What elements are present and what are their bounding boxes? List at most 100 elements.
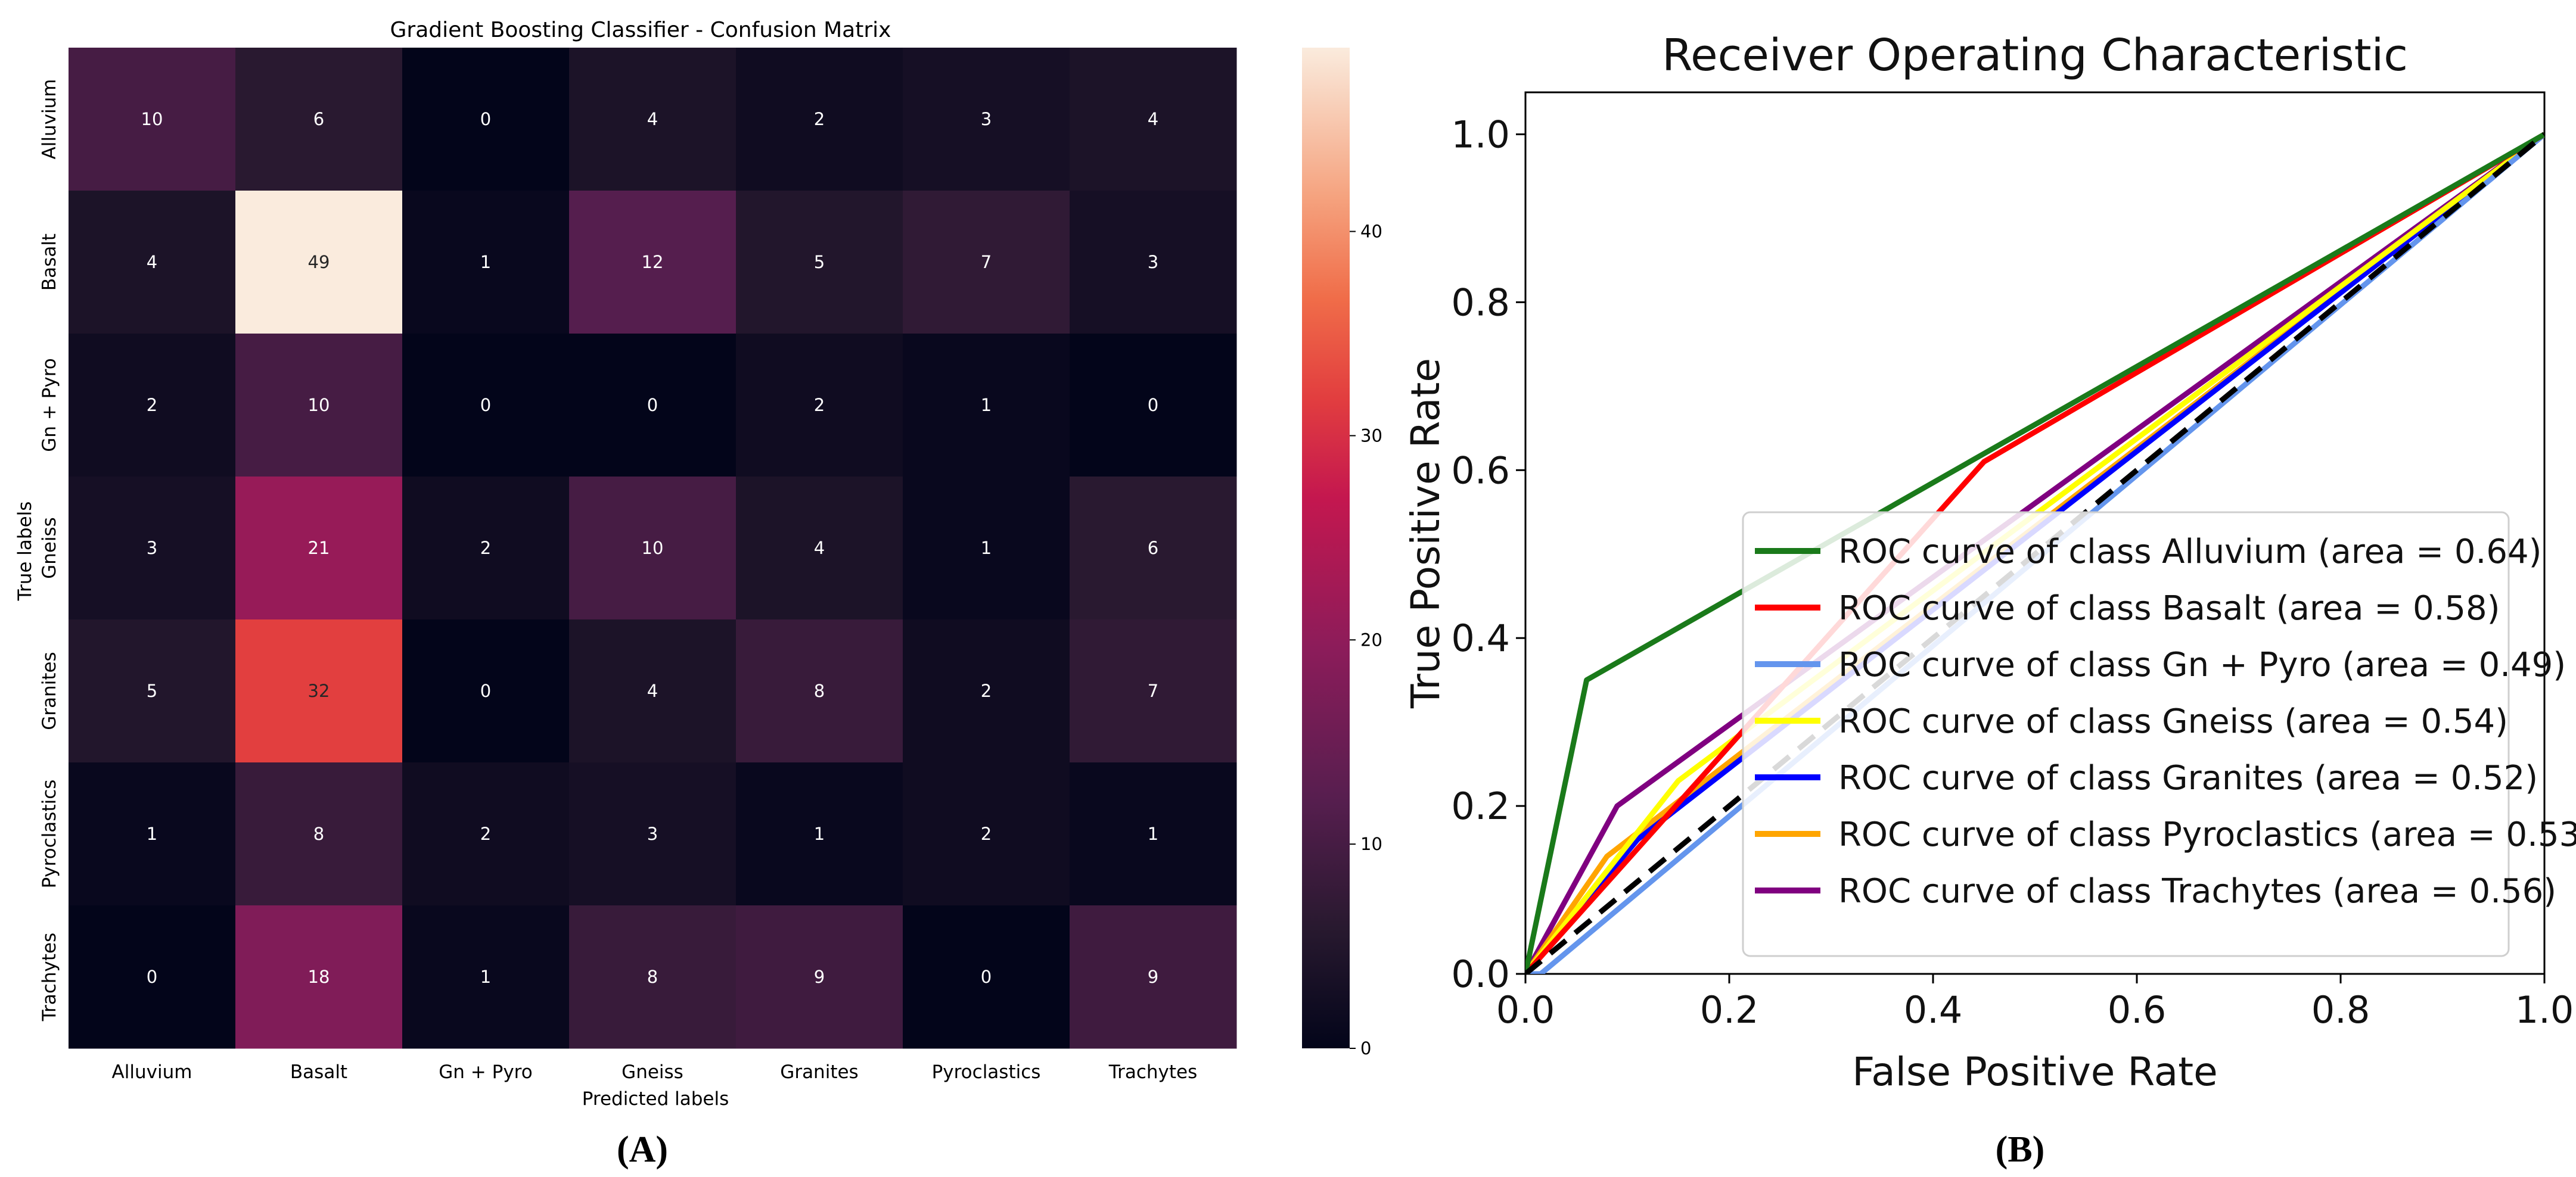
heatmap-cell-value: 1 — [814, 824, 825, 844]
heatmap-cell — [1070, 191, 1237, 334]
roc-x-tick-label: 0.0 — [1496, 988, 1555, 1032]
roc-x-tick-label: 0.6 — [2108, 988, 2167, 1032]
heatmap-cell — [69, 905, 236, 1049]
heatmap-cell — [903, 48, 1070, 191]
heatmap-cell-value: 32 — [308, 681, 330, 701]
heatmap-cell — [235, 48, 403, 191]
heatmap-cell-value: 1 — [981, 538, 992, 558]
heatmap-cell — [69, 48, 236, 191]
heatmap-cell-value: 10 — [141, 109, 163, 129]
roc-y-tick-label: 0.2 — [1451, 784, 1510, 828]
heatmap-cell-value: 0 — [480, 395, 491, 415]
heatmap-cell-value: 1 — [1148, 824, 1158, 844]
heatmap-cell — [903, 619, 1070, 763]
heatmap-cell-value: 2 — [981, 681, 992, 701]
heatmap-cell — [1070, 334, 1237, 477]
roc-x-tick-label: 0.2 — [1700, 988, 1759, 1032]
heatmap-cell-value: 2 — [480, 538, 491, 558]
heatmap-cell-value: 1 — [480, 967, 491, 987]
heatmap-cell — [569, 334, 737, 477]
heatmap-cell-value: 2 — [814, 109, 825, 129]
heatmap-cell — [235, 191, 403, 334]
heatmap-cell-value: 21 — [308, 538, 330, 558]
heatmap-cell-value: 2 — [981, 824, 992, 844]
heatmap-cell — [402, 477, 570, 620]
heatmap-cell-value: 4 — [814, 538, 825, 558]
heatmap-cell-value: 1 — [147, 824, 157, 844]
colorbar-tick-label: 20 — [1360, 630, 1382, 650]
heatmap-cell-value: 9 — [1148, 967, 1158, 987]
heatmap-x-tick-label: Granites — [780, 1061, 858, 1083]
colorbar-ticks: 0 10 20 30 40 — [1350, 222, 1382, 1058]
heatmap-cell — [402, 905, 570, 1049]
heatmap-cell — [903, 905, 1070, 1049]
heatmap-cell-value: 0 — [480, 109, 491, 129]
heatmap-cell-value: 6 — [313, 109, 324, 129]
roc-y-tick-label: 0.6 — [1451, 449, 1510, 492]
heatmap-y-tick-labels: Alluvium Basalt Gn + Pyro Gneiss Granites Pyr… — [39, 79, 60, 1022]
panel-b: Receiver Operating Characteristic 0.0 0.2… — [1403, 30, 2576, 1170]
heatmap-cell — [569, 905, 737, 1049]
heatmap-cell-value: 5 — [147, 681, 157, 701]
roc-y-tick-label: 0.0 — [1451, 952, 1510, 996]
heatmap-y-tick-label: Granites — [39, 652, 60, 730]
heatmap-cell — [235, 619, 403, 763]
heatmap-cell-value: 0 — [147, 967, 157, 987]
roc-y-tick-label: 0.4 — [1451, 616, 1510, 660]
heatmap-cell — [69, 619, 236, 763]
heatmap-cells: 10 6 0 4 2 3 44 49 1 12 5 7 32 10 0 0 2 1 03 21 2 10 4 1 65 32 0 4 8… — [69, 48, 1237, 1049]
panel-label-b: (B) — [1996, 1129, 2045, 1170]
heatmap-cell — [235, 477, 403, 620]
roc-series-line — [1525, 132, 2544, 974]
colorbar-tick-label: 0 — [1360, 1038, 1371, 1058]
heatmap-y-tick-label: Trachytes — [39, 933, 60, 1022]
heatmap-x-tick-label: Pyroclastics — [932, 1061, 1041, 1083]
colorbar-tick-label: 10 — [1360, 834, 1382, 854]
heatmap-cell-value: 9 — [814, 967, 825, 987]
heatmap-cell-value: 1 — [480, 252, 491, 272]
heatmap-cell-value: 2 — [147, 395, 157, 415]
roc-lines — [1525, 132, 2544, 974]
heatmap-cell — [1070, 905, 1237, 1049]
legend-entry: ROC curve of class Pyroclastics (area = … — [1838, 815, 2576, 854]
heatmap-cell-value: 4 — [147, 252, 157, 272]
heatmap-cell-value: 3 — [147, 538, 157, 558]
heatmap-cell — [235, 762, 403, 906]
heatmap-x-tick-label: Alluvium — [112, 1061, 192, 1083]
roc-series-line — [1525, 132, 2544, 974]
heatmap-cell-value: 3 — [647, 824, 658, 844]
colorbar-tick-label: 30 — [1360, 425, 1382, 446]
heatmap-cell-value: 3 — [981, 109, 992, 129]
heatmap-x-tick-labels: Alluvium Basalt Gn + Pyro Gneiss Granites Pyr… — [112, 1061, 1198, 1083]
heatmap-cell-value: 6 — [1148, 538, 1158, 558]
heatmap-cell-value: 4 — [647, 109, 658, 129]
heatmap-cell — [736, 334, 903, 477]
heatmap-cell — [69, 762, 236, 906]
heatmap-cell-value: 12 — [642, 252, 664, 272]
heatmap-cell — [1070, 48, 1237, 191]
heatmap-x-tick-label: Gn + Pyro — [439, 1061, 532, 1083]
heatmap-y-tick-label: Gneiss — [39, 517, 60, 579]
roc-x-tick-label: 1.0 — [2515, 988, 2574, 1032]
heatmap-cell — [903, 762, 1070, 906]
heatmap-title: Gradient Boosting Classifier - Confusion… — [390, 18, 891, 42]
roc-x-tick-label: 0.4 — [1904, 988, 1963, 1032]
roc-ylabel: True Positive Rate — [1403, 358, 1449, 709]
heatmap-y-tick-label: Basalt — [39, 233, 60, 291]
heatmap-cell-value: 4 — [1148, 109, 1158, 129]
roc-legend: ROC curve of class Alluvium (area = 0.64… — [1742, 511, 2576, 957]
heatmap-cell-value: 8 — [313, 824, 324, 844]
heatmap-cell — [569, 619, 737, 763]
heatmap-cell-value: 7 — [981, 252, 992, 272]
heatmap-cell-value: 7 — [1148, 681, 1158, 701]
legend-entry: ROC curve of class Gneiss (area = 0.54) — [1838, 702, 2508, 741]
heatmap-cell — [903, 477, 1070, 620]
heatmap-cell — [736, 762, 903, 906]
heatmap-cell-value: 1 — [981, 395, 992, 415]
legend-box — [1742, 511, 2510, 957]
legend-entry: ROC curve of class Alluvium (area = 0.64… — [1838, 533, 2541, 571]
roc-x-tick-label: 0.8 — [2311, 988, 2370, 1032]
heatmap-x-tick-label: Trachytes — [1108, 1061, 1198, 1083]
legend-entry: ROC curve of class Gn + Pyro (area = 0.4… — [1838, 646, 2566, 684]
